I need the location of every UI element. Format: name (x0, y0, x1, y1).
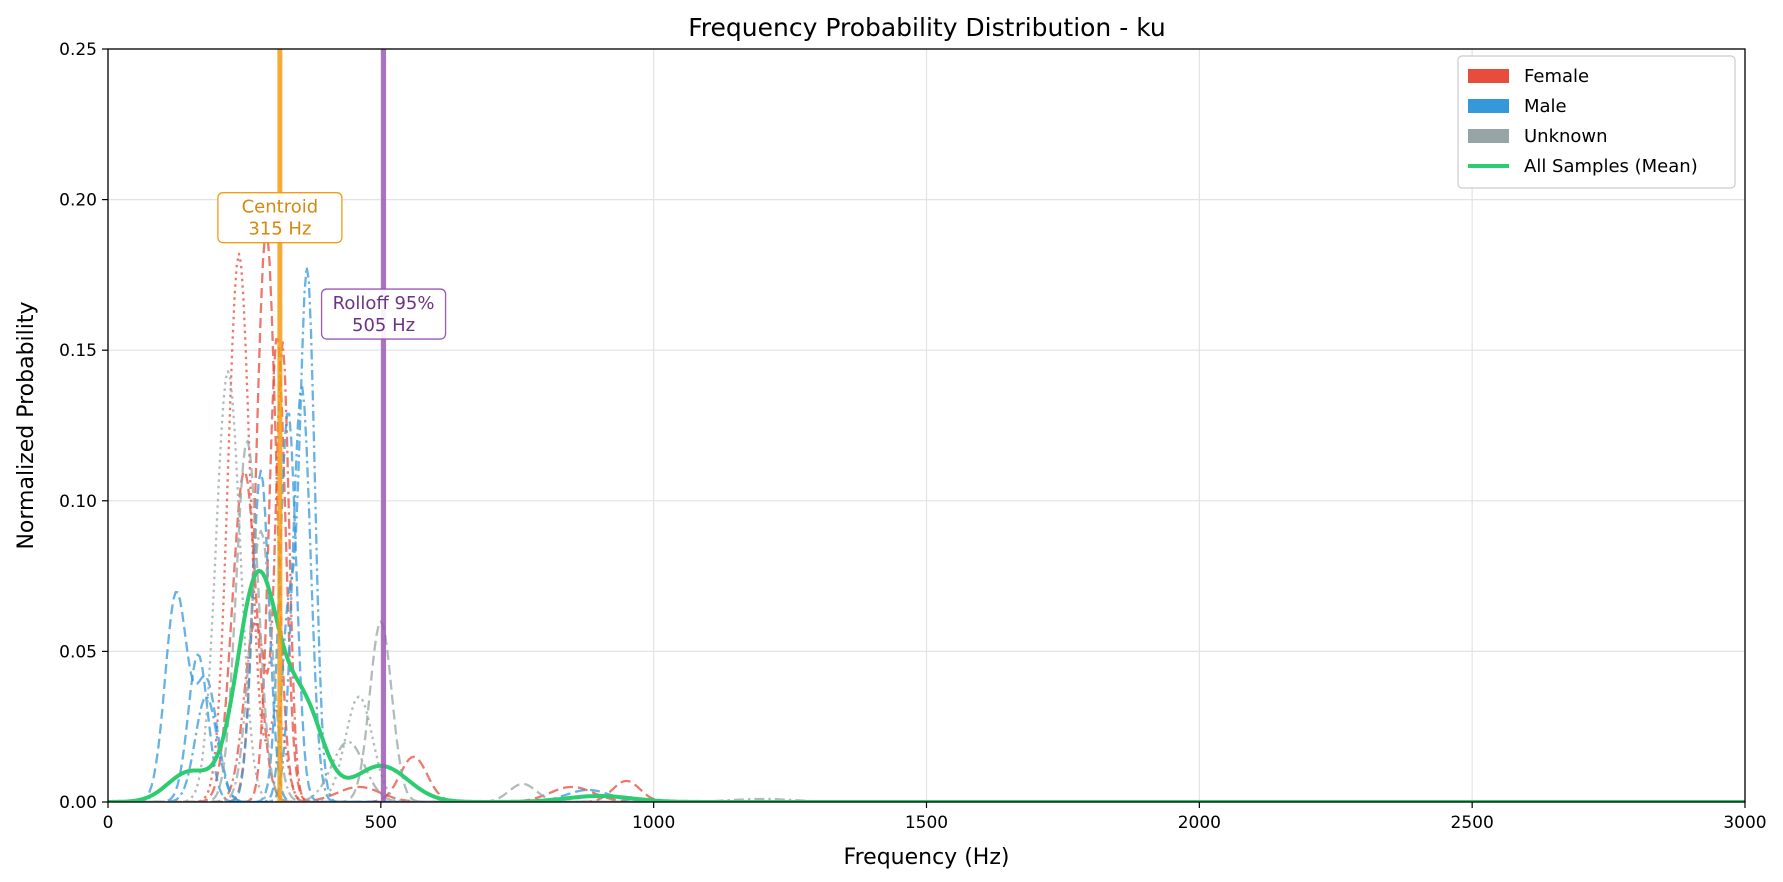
x-tick-label: 1000 (632, 813, 675, 833)
series-line-unknown (108, 439, 1745, 802)
y-tick-label: 0.25 (59, 40, 97, 60)
legend-swatch-male (1468, 99, 1509, 113)
legend-label-unknown: Unknown (1524, 126, 1608, 147)
y-tick-label: 0.10 (59, 492, 97, 512)
legend-swatch-unknown (1468, 129, 1509, 143)
y-tick-label: 0.20 (59, 191, 97, 211)
rolloff-95-label-text: Rolloff 95% (333, 293, 435, 314)
chart-title: Frequency Probability Distribution - ku (688, 13, 1166, 42)
x-axis-ticks: 0 500 1000 1500 2000 2500 3000 (103, 802, 1767, 833)
rolloff-95-label-box (320, 288, 447, 340)
series-line-mean (108, 568, 1745, 802)
centroid-label-text: 315 Hz (248, 219, 311, 240)
legend-label-all-samples-mean: All Samples (Mean) (1524, 156, 1698, 177)
y-tick-label: 0.15 (59, 341, 97, 361)
legend: Female Male Unknown All Samples (Mean) (1457, 55, 1736, 189)
series-line-female (108, 338, 1745, 802)
centroid-label-box (217, 192, 343, 244)
centroid-label-text: Centroid (242, 197, 319, 218)
rolloff-95-label-text: 505 Hz (352, 315, 415, 336)
x-tick-label: 2000 (1178, 813, 1221, 833)
x-tick-label: 1500 (905, 813, 948, 833)
y-tick-label: 0.05 (59, 642, 97, 662)
x-tick-label: 0 (103, 813, 114, 833)
x-axis-label: Frequency (Hz) (844, 845, 1010, 870)
y-axis-ticks: 0.00 0.05 0.10 0.15 0.20 0.25 (59, 40, 108, 813)
x-tick-label: 500 (365, 813, 397, 833)
x-tick-label: 3000 (1723, 813, 1766, 833)
legend-label-female: Female (1524, 66, 1589, 87)
y-axis-label: Normalized Probability (14, 301, 39, 549)
legend-box (1457, 55, 1736, 189)
y-tick-label: 0.00 (59, 793, 97, 813)
x-tick-label: 2500 (1451, 813, 1494, 833)
legend-label-male: Male (1524, 96, 1567, 117)
legend-swatch-female (1468, 69, 1509, 83)
